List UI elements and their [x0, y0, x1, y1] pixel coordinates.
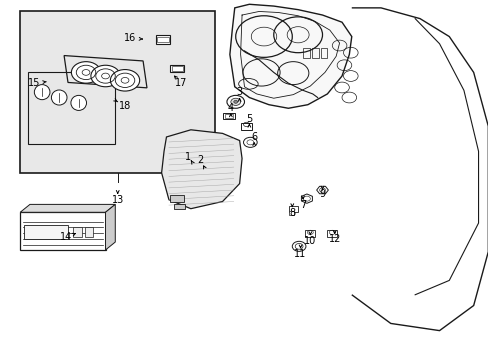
Bar	[20, 12, 215, 173]
Text: 12: 12	[328, 234, 340, 244]
Circle shape	[110, 69, 140, 91]
Bar	[305, 230, 315, 237]
Bar	[320, 48, 327, 58]
Bar	[224, 114, 232, 118]
Text: 3: 3	[236, 87, 242, 97]
Bar	[84, 227, 93, 237]
Circle shape	[226, 95, 244, 108]
Polygon shape	[105, 204, 115, 250]
Polygon shape	[20, 204, 115, 212]
Text: 4: 4	[227, 103, 233, 113]
Text: 2: 2	[197, 155, 203, 165]
Bar	[173, 204, 184, 210]
Text: 14: 14	[61, 232, 73, 242]
Text: 8: 8	[288, 208, 295, 218]
Bar	[156, 35, 170, 44]
Text: 15: 15	[28, 78, 40, 88]
Text: 1: 1	[185, 152, 191, 162]
Bar	[327, 230, 336, 237]
Bar	[157, 37, 168, 42]
Ellipse shape	[51, 90, 67, 105]
Polygon shape	[301, 194, 312, 203]
Circle shape	[230, 98, 240, 105]
Circle shape	[233, 100, 237, 103]
Bar	[170, 195, 183, 202]
Bar	[20, 212, 105, 250]
Text: 10: 10	[304, 236, 316, 246]
Circle shape	[243, 137, 257, 147]
Text: 13: 13	[111, 195, 123, 205]
Bar	[240, 123, 252, 130]
Bar	[73, 227, 81, 237]
Bar	[27, 72, 115, 144]
Polygon shape	[316, 186, 328, 194]
Circle shape	[292, 241, 305, 251]
Text: 5: 5	[246, 114, 252, 124]
Bar	[171, 66, 182, 71]
Circle shape	[71, 62, 101, 83]
Bar	[289, 211, 294, 215]
Polygon shape	[229, 4, 351, 108]
Bar	[289, 206, 298, 212]
Text: 11: 11	[294, 248, 306, 258]
Bar	[223, 113, 234, 119]
Text: 7: 7	[299, 200, 305, 210]
Text: 6: 6	[251, 132, 257, 142]
Ellipse shape	[34, 85, 50, 100]
Polygon shape	[161, 130, 242, 209]
Text: 16: 16	[123, 33, 136, 43]
Bar	[311, 48, 318, 58]
Bar	[24, 225, 68, 239]
Bar	[303, 48, 309, 58]
Text: 18: 18	[119, 102, 131, 112]
Bar	[170, 64, 183, 72]
Text: 9: 9	[319, 189, 325, 199]
Bar	[20, 12, 215, 173]
Text: 17: 17	[175, 78, 187, 88]
Circle shape	[91, 65, 120, 87]
Ellipse shape	[71, 95, 86, 111]
